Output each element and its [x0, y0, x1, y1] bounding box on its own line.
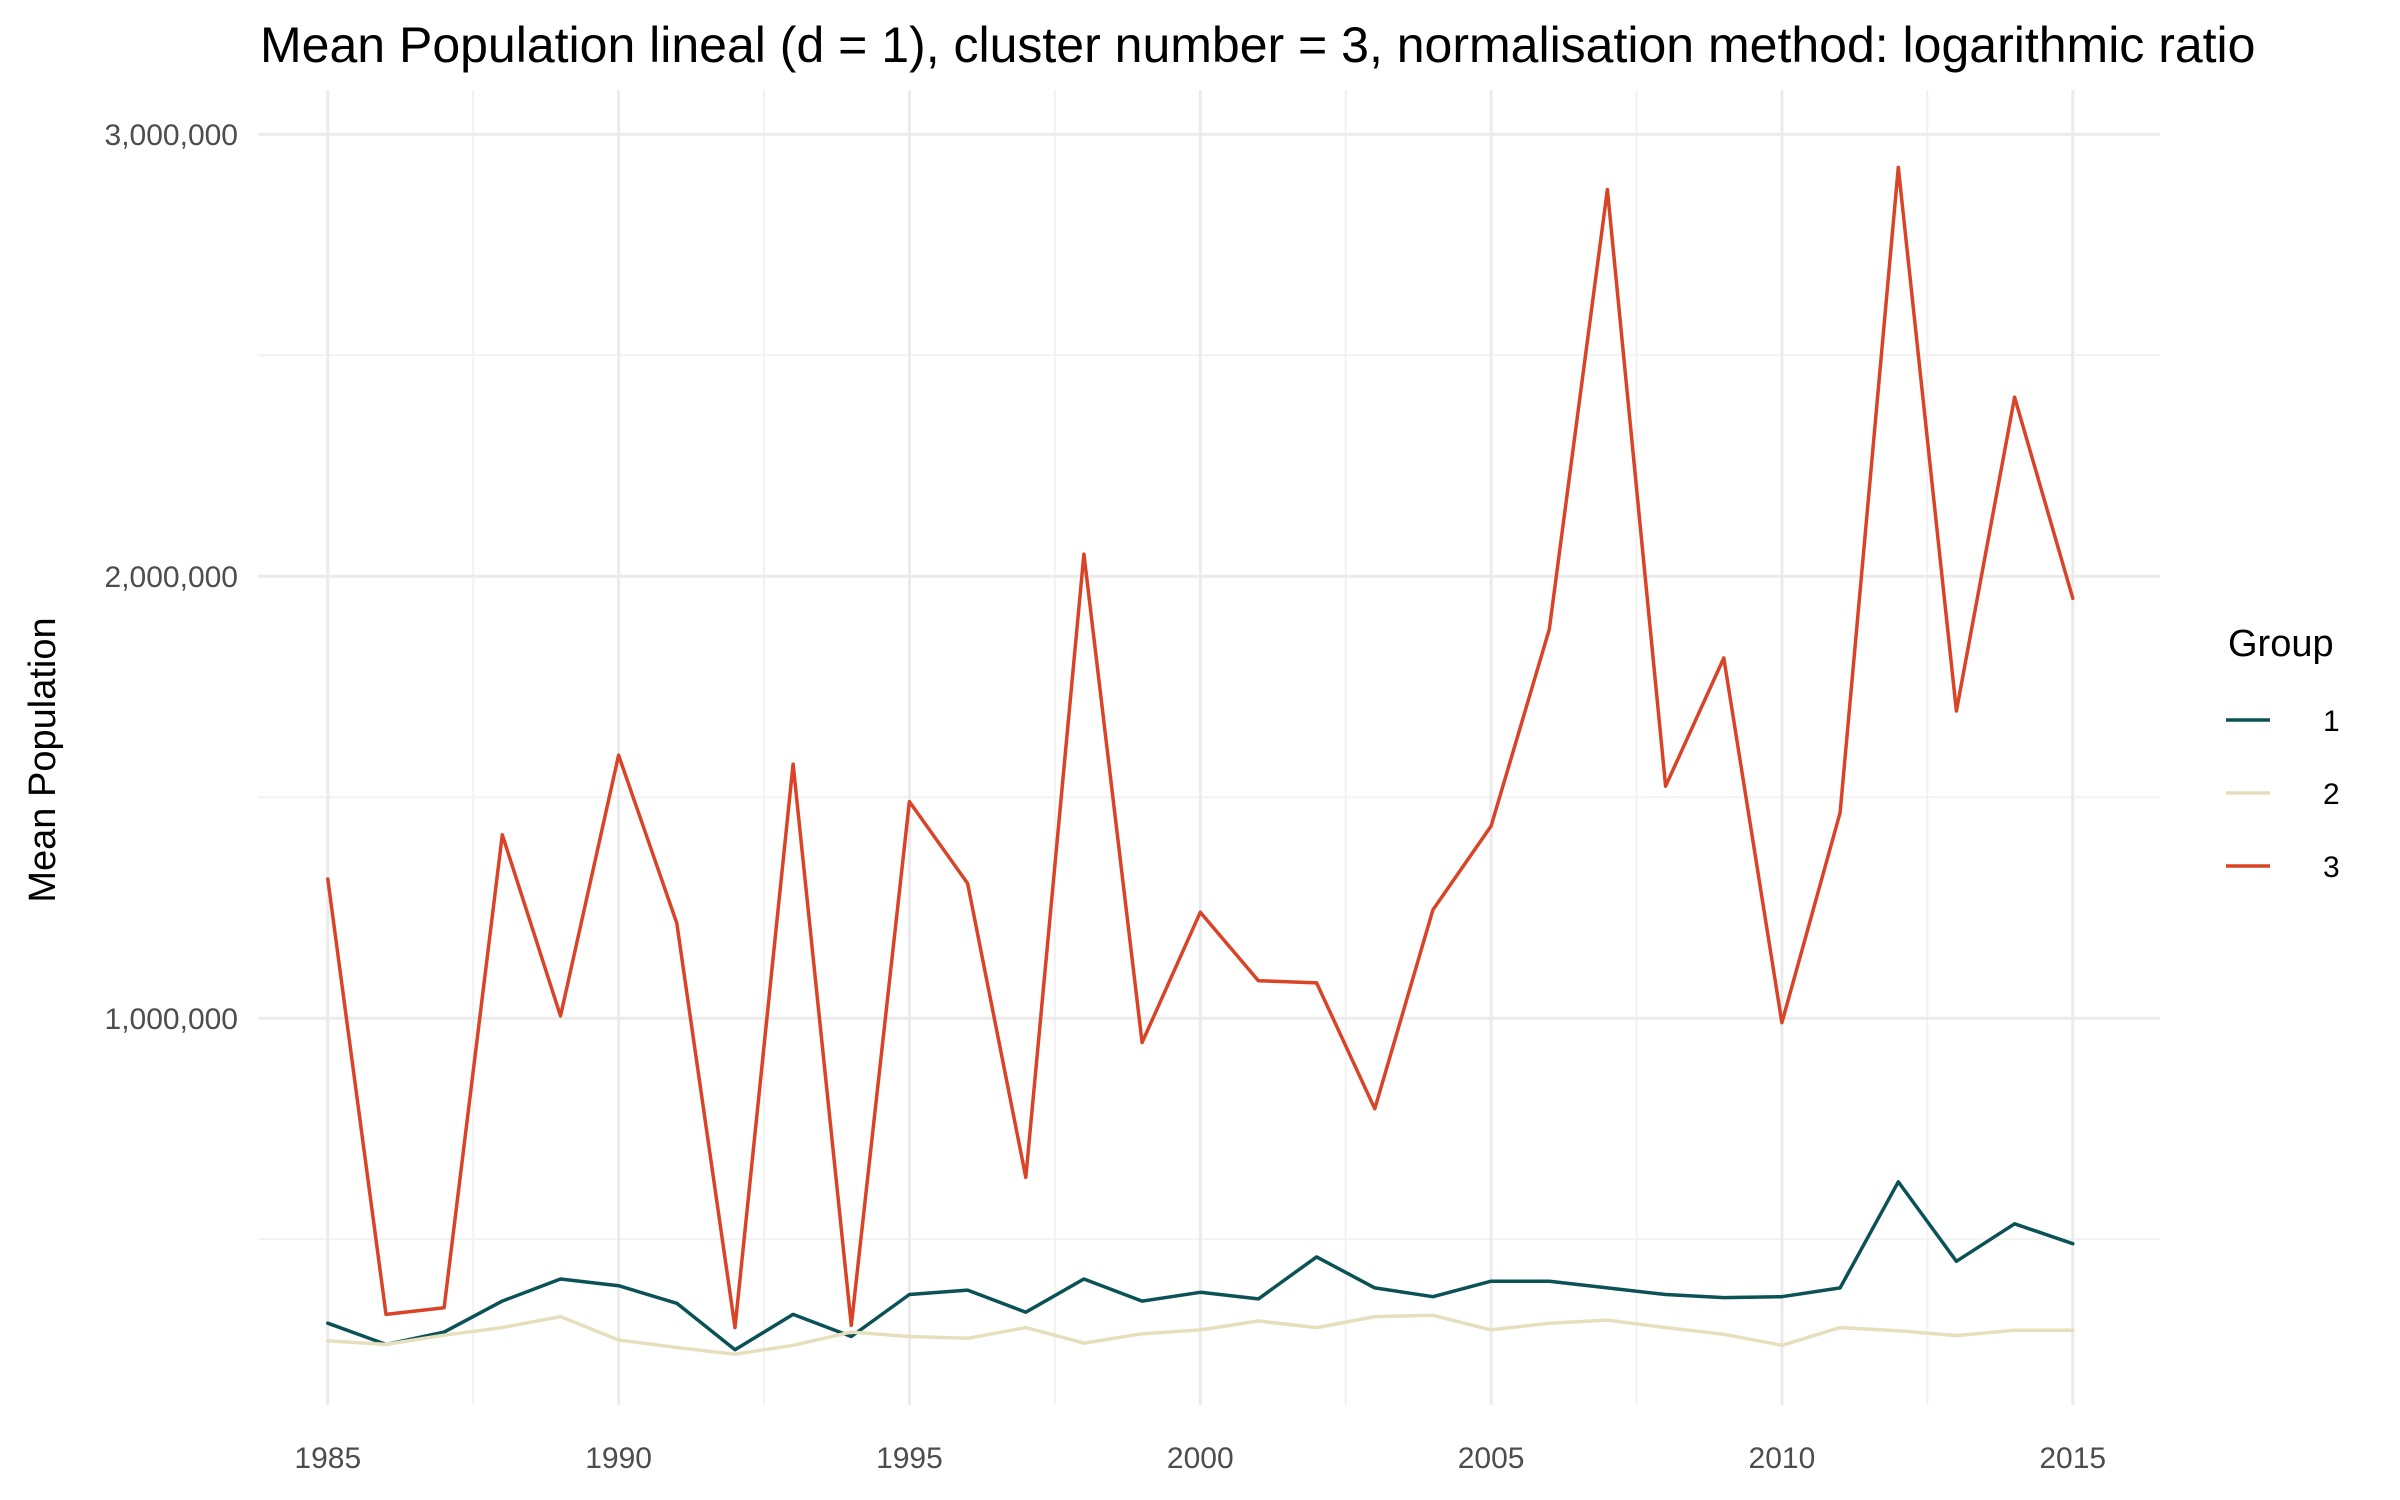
legend-label-3: 3	[2323, 851, 2340, 884]
legend-title: Group	[2228, 623, 2334, 665]
x-tick-label: 2000	[1167, 1442, 1234, 1475]
x-tick-label: 2010	[1749, 1442, 1816, 1475]
series-line-3	[326, 165, 2075, 1330]
y-tick-label: 1,000,000	[105, 1003, 238, 1036]
y-tick-label: 3,000,000	[105, 119, 238, 152]
legend-label-1: 1	[2323, 705, 2340, 738]
x-tick-label: 2015	[2039, 1442, 2106, 1475]
x-tick-label: 1985	[294, 1442, 361, 1475]
y-tick-label: 2,000,000	[105, 561, 238, 594]
x-tick-label: 1995	[876, 1442, 943, 1475]
x-tick-label: 2005	[1458, 1442, 1525, 1475]
legend-label-2: 2	[2323, 778, 2340, 811]
series-line-2	[326, 1313, 2075, 1356]
x-tick-label: 1990	[585, 1442, 652, 1475]
grid	[258, 90, 2160, 1405]
series-line-1	[326, 1180, 2075, 1352]
y-axis: 1,000,000 2,000,000 3,000,000	[105, 119, 238, 1036]
legend: Group 1 2 3	[2226, 623, 2340, 884]
series-group	[326, 165, 2075, 1356]
y-axis-label: Mean Population	[22, 617, 64, 902]
x-axis: 1985 1990 1995 2000 2005 2010 2015	[294, 1442, 2106, 1475]
chart-title: Mean Population lineal (d = 1), cluster …	[260, 17, 2255, 73]
